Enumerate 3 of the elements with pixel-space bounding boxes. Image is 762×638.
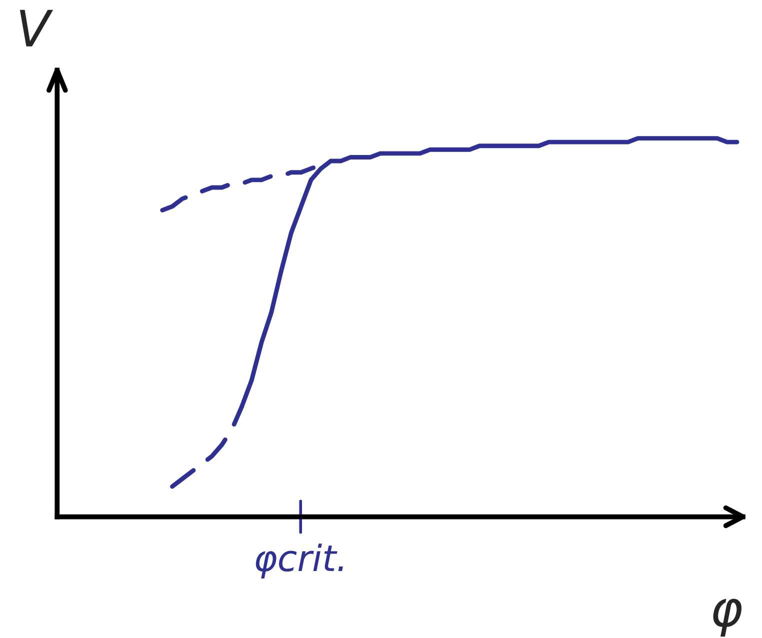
- x-axis-title: φ: [713, 598, 742, 637]
- y-axis-title: V: [20, 10, 54, 46]
- text: φcrit.: [256, 544, 343, 579]
